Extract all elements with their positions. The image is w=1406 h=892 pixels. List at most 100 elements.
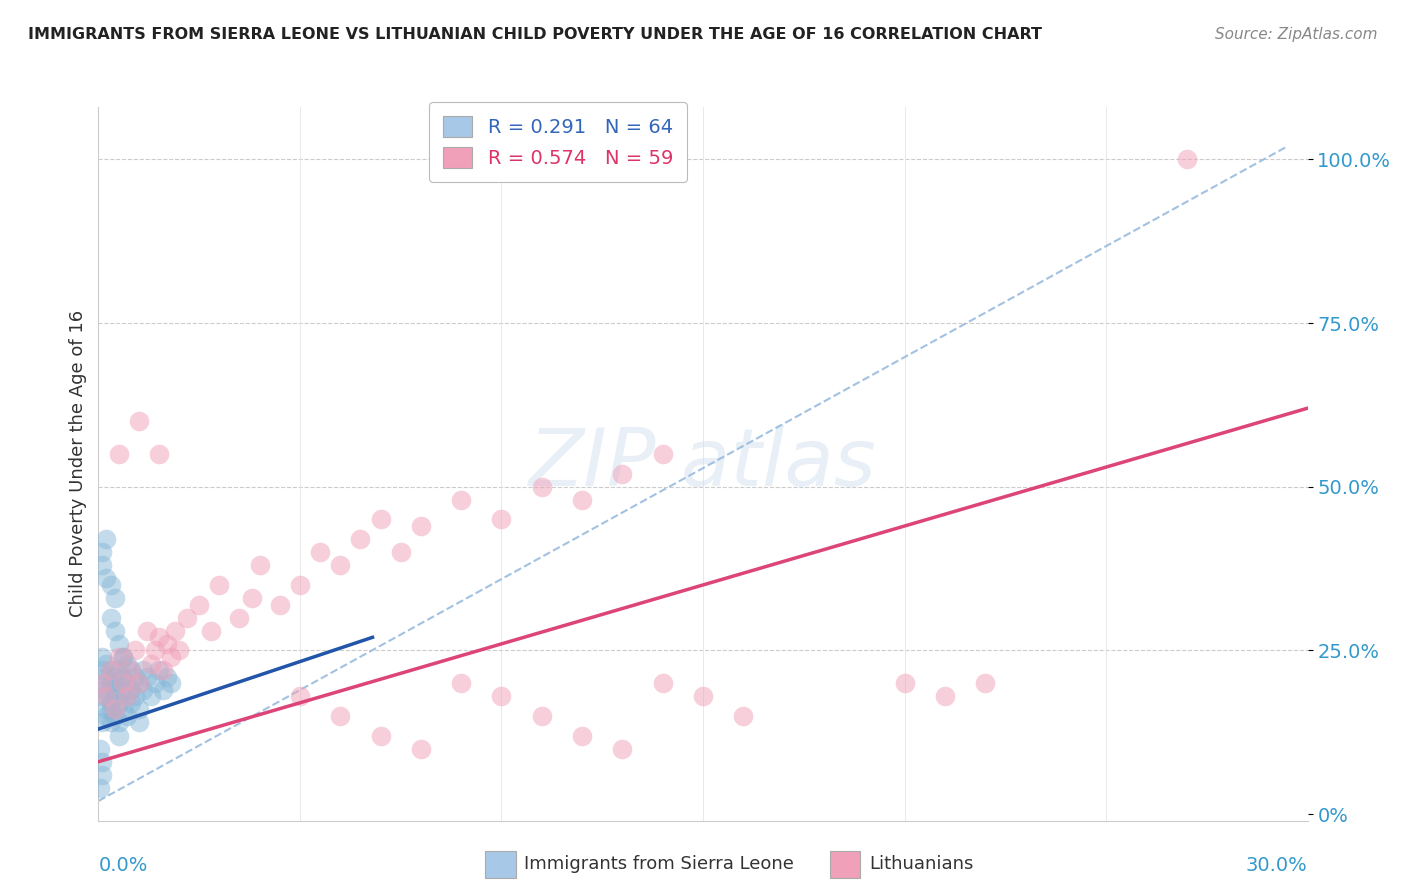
Point <box>91 676 114 690</box>
Point <box>128 676 150 690</box>
Point <box>124 670 146 684</box>
Y-axis label: Child Poverty Under the Age of 16: Child Poverty Under the Age of 16 <box>69 310 87 617</box>
Point <box>100 696 122 710</box>
Point <box>96 670 118 684</box>
Point <box>208 578 231 592</box>
Point <box>240 591 263 605</box>
Point <box>571 492 593 507</box>
Point <box>107 715 129 730</box>
Point <box>103 591 125 605</box>
Point <box>128 702 150 716</box>
Point <box>120 682 142 697</box>
Point <box>349 532 371 546</box>
Point <box>111 682 134 697</box>
Point <box>91 676 114 690</box>
Text: 30.0%: 30.0% <box>1246 856 1308 875</box>
Point <box>96 690 118 704</box>
Point <box>91 545 114 559</box>
Point <box>96 571 118 585</box>
Point <box>89 780 111 795</box>
Point <box>409 741 432 756</box>
Point <box>148 630 170 644</box>
Point <box>370 512 392 526</box>
Point <box>103 702 125 716</box>
Point <box>651 447 673 461</box>
Point <box>96 709 118 723</box>
Point <box>107 637 129 651</box>
Point <box>370 729 392 743</box>
Point <box>111 670 134 684</box>
Point <box>115 709 138 723</box>
Point <box>100 676 122 690</box>
Point <box>91 715 114 730</box>
Point <box>156 670 179 684</box>
Point <box>111 650 134 665</box>
Point <box>103 624 125 638</box>
Point <box>329 709 352 723</box>
Point <box>100 663 122 677</box>
Point <box>135 670 157 684</box>
Point <box>974 676 997 690</box>
Point <box>103 690 125 704</box>
Point <box>96 702 118 716</box>
Point <box>91 663 114 677</box>
Point <box>89 690 111 704</box>
Point <box>249 558 271 573</box>
Point <box>491 512 513 526</box>
Point <box>107 729 129 743</box>
Point <box>100 578 122 592</box>
Point <box>107 650 129 665</box>
Point <box>139 690 162 704</box>
Point <box>115 676 138 690</box>
Text: Immigrants from Sierra Leone: Immigrants from Sierra Leone <box>524 855 794 873</box>
Point <box>107 676 129 690</box>
Point <box>128 676 150 690</box>
Point <box>200 624 222 638</box>
Text: Source: ZipAtlas.com: Source: ZipAtlas.com <box>1215 27 1378 42</box>
Point <box>96 690 118 704</box>
Point <box>1175 153 1198 167</box>
Point <box>571 729 593 743</box>
Text: ZIP atlas: ZIP atlas <box>529 425 877 503</box>
Point <box>107 663 129 677</box>
Point <box>91 768 114 782</box>
Point <box>132 663 155 677</box>
Point <box>288 690 311 704</box>
Point <box>491 690 513 704</box>
Point <box>100 663 122 677</box>
Point <box>148 663 170 677</box>
Point <box>128 414 150 428</box>
Point <box>107 447 129 461</box>
FancyBboxPatch shape <box>830 851 860 878</box>
Point <box>530 480 553 494</box>
FancyBboxPatch shape <box>485 851 516 878</box>
Point <box>160 650 183 665</box>
Point <box>148 447 170 461</box>
Point <box>132 682 155 697</box>
Legend: R = 0.291   N = 64, R = 0.574   N = 59: R = 0.291 N = 64, R = 0.574 N = 59 <box>429 103 686 182</box>
Point <box>288 578 311 592</box>
Point <box>120 663 142 677</box>
Point <box>152 682 174 697</box>
Point <box>115 690 138 704</box>
Point <box>115 657 138 671</box>
Point <box>269 598 291 612</box>
Text: 0.0%: 0.0% <box>98 856 148 875</box>
Point <box>309 545 332 559</box>
Point <box>651 676 673 690</box>
Point <box>100 702 122 716</box>
Point <box>135 624 157 638</box>
Point <box>107 696 129 710</box>
Point <box>96 532 118 546</box>
Point <box>450 492 472 507</box>
Point <box>329 558 352 573</box>
Point <box>91 558 114 573</box>
Point <box>100 715 122 730</box>
Point <box>176 610 198 624</box>
Point <box>120 696 142 710</box>
Point <box>450 676 472 690</box>
Point <box>143 676 166 690</box>
Point <box>409 519 432 533</box>
Text: IMMIGRANTS FROM SIERRA LEONE VS LITHUANIAN CHILD POVERTY UNDER THE AGE OF 16 COR: IMMIGRANTS FROM SIERRA LEONE VS LITHUANI… <box>28 27 1042 42</box>
Point <box>115 690 138 704</box>
